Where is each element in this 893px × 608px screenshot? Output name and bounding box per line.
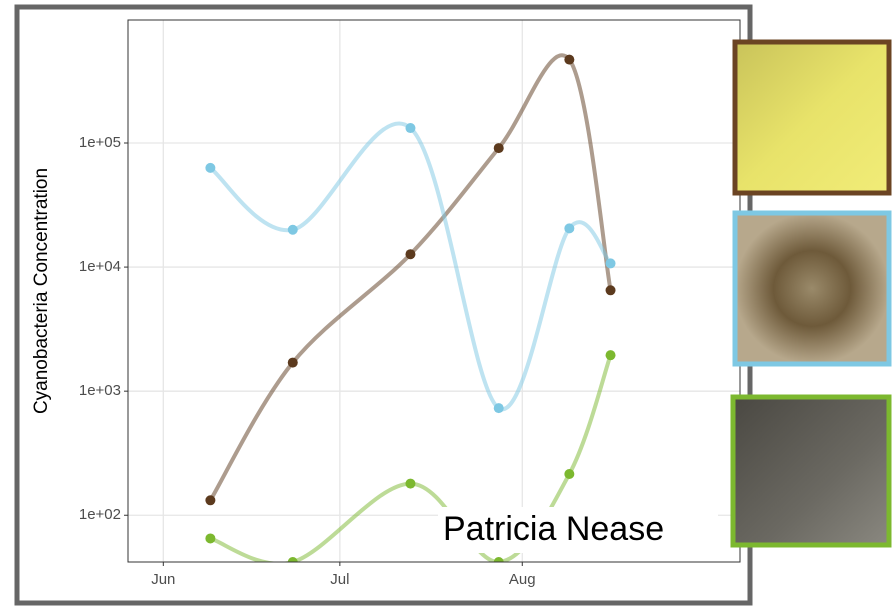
data-point	[205, 162, 216, 173]
x-tick-label: Aug	[509, 571, 536, 588]
photo	[732, 39, 892, 196]
x-tick-label: Jul	[330, 571, 349, 588]
data-point	[493, 403, 504, 414]
y-tick-label: 1e+03	[79, 382, 121, 399]
data-point	[205, 533, 216, 544]
y-tick-label: 1e+04	[79, 258, 121, 275]
data-point	[287, 557, 298, 562]
series-line	[208, 53, 613, 503]
y-tick-label: 1e+02	[79, 506, 121, 523]
data-point	[605, 258, 616, 269]
plot-panel	[128, 20, 740, 562]
data-point	[605, 285, 616, 296]
data-point	[564, 223, 575, 234]
data-point	[287, 224, 298, 235]
data-point	[605, 350, 616, 361]
data-point	[405, 123, 416, 134]
data-point	[405, 478, 416, 489]
data-point	[564, 469, 575, 480]
photo	[732, 210, 892, 367]
y-tick-label: 1e+05	[79, 134, 121, 151]
y-axis-label: Cyanobacteria Concentration	[31, 168, 52, 414]
annotation-bg	[438, 507, 718, 553]
x-tick-label: Jun	[151, 571, 175, 588]
data-point	[493, 143, 504, 154]
photo	[730, 394, 892, 548]
data-point	[205, 495, 216, 506]
data-point	[405, 249, 416, 260]
annotation: Patricia Nease	[443, 510, 664, 548]
data-point	[287, 357, 298, 368]
data-point	[564, 54, 575, 65]
data-point	[493, 557, 504, 562]
